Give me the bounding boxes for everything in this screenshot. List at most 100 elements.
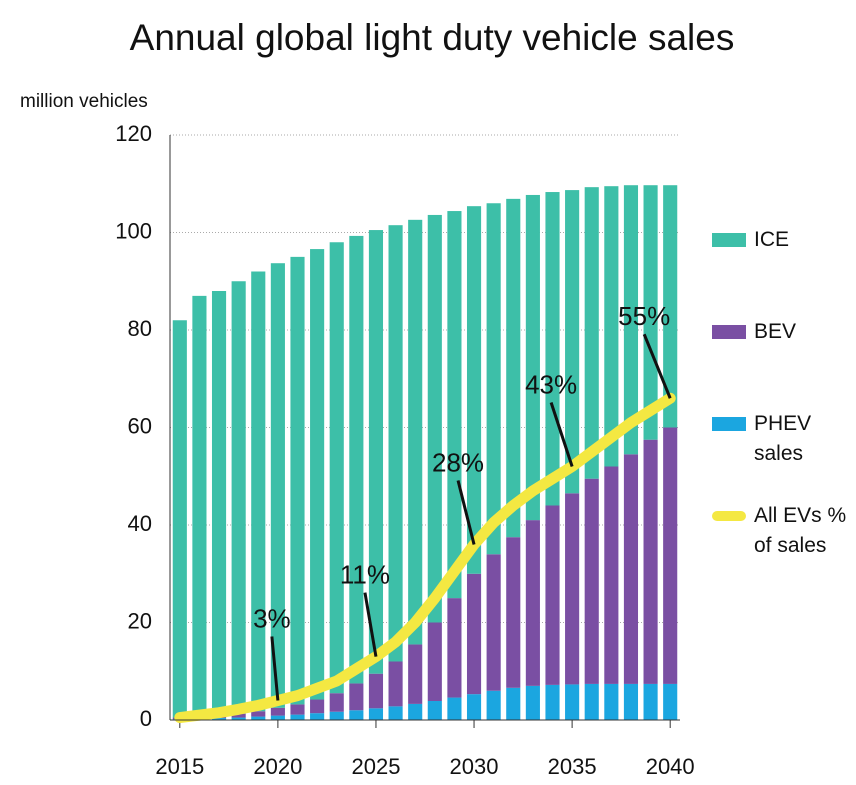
y-tick-label: 60 (128, 413, 152, 438)
bar-segment (525, 685, 540, 720)
x-tick-label: 2030 (450, 754, 499, 779)
bar-segment (447, 211, 462, 599)
bar-segment (310, 699, 325, 714)
y-tick-label: 40 (128, 511, 152, 536)
bar-segment (525, 520, 540, 686)
bar-segment (447, 598, 462, 698)
annotation: 3% (253, 603, 291, 633)
y-tick-label: 120 (115, 121, 152, 146)
bar-segment (368, 708, 384, 720)
bar-segment (427, 700, 442, 720)
bar-segment (408, 219, 423, 645)
annotation: 28% (432, 447, 484, 477)
ev-share-line (174, 392, 676, 724)
bar-segment (565, 190, 580, 494)
bar-segment (506, 198, 521, 538)
bar-segment (211, 291, 227, 716)
x-tick-label: 2020 (253, 754, 302, 779)
bar-segment (565, 493, 580, 685)
bar-segment (270, 715, 285, 720)
bar-segment (623, 454, 639, 684)
bar-segment (447, 697, 462, 720)
y-tick-label: 100 (115, 218, 152, 243)
bar-segment (270, 707, 285, 716)
bar-segment (486, 554, 501, 691)
legend-item: BEV (712, 317, 852, 409)
bar-segment (663, 427, 678, 684)
legend-label: BEV (754, 320, 797, 343)
bar-segment (427, 214, 442, 623)
y-axis-label: million vehicles (20, 91, 148, 112)
bar-segment (388, 706, 403, 720)
bar-segment (643, 683, 658, 720)
x-tick-label: 2040 (646, 754, 695, 779)
bar-segment (408, 644, 423, 704)
x-tick-label: 2035 (548, 754, 597, 779)
bar-segment (251, 716, 266, 720)
bar-segment (408, 703, 423, 720)
legend-swatch (712, 417, 746, 431)
bar-segment (584, 683, 599, 720)
legend-label: ICE (754, 228, 790, 251)
legend-swatch (712, 233, 746, 247)
legend-item: All EVs % of sales (712, 501, 852, 593)
bar-segment (663, 185, 678, 428)
bar-segment (310, 713, 325, 720)
bar-segment (545, 505, 560, 685)
bar-segment (604, 683, 619, 720)
legend-swatch (712, 511, 746, 521)
y-tick-label: 80 (128, 316, 152, 341)
bar-segment (270, 263, 285, 708)
bar-segment (172, 320, 187, 718)
bar-segment (604, 186, 619, 467)
bar-segment (290, 714, 305, 720)
annotation-leader (549, 402, 574, 467)
bar-segment (368, 230, 384, 674)
legend-label: All EVs % of sales (754, 504, 847, 557)
bar-segment (643, 185, 658, 440)
y-tick-label: 0 (140, 706, 152, 731)
bar-segment (290, 256, 305, 705)
bar-segment (584, 478, 599, 684)
bar-segment (466, 206, 482, 574)
bar-segment (643, 439, 658, 684)
bar-segment (349, 710, 364, 720)
bar-segment (525, 194, 540, 521)
bar-segment (349, 683, 364, 711)
bar-segment (231, 281, 246, 714)
bar-segment (486, 690, 501, 720)
bar-segment (388, 225, 403, 662)
annotation-leader (363, 592, 378, 657)
bar-segment (506, 537, 521, 688)
bar-segment (427, 622, 442, 701)
annotation-leader (456, 480, 476, 545)
y-tick-label: 20 (128, 608, 152, 633)
bar-segment (290, 704, 305, 715)
bar-segment (211, 718, 227, 720)
legend-swatch (712, 325, 746, 339)
annotation: 43% (525, 369, 577, 399)
bar-segment (486, 203, 501, 555)
bar-segment (231, 713, 246, 718)
bar-segment (329, 693, 344, 712)
bar-segment (251, 271, 266, 712)
bar-segment (192, 295, 207, 717)
annotation: 55% (618, 301, 670, 331)
bar-segment (604, 466, 619, 684)
bar-segment (623, 185, 639, 455)
legend-item: PHEV sales (712, 409, 852, 501)
legend-label: PHEV sales (754, 412, 812, 465)
bar-segment (251, 711, 266, 717)
bar-segment (565, 684, 580, 720)
legend: ICE BEV PHEV sales All EVs % of sales (712, 225, 852, 593)
bar-segment (329, 242, 344, 694)
bar-segment (329, 711, 344, 720)
bar-segment (545, 192, 560, 506)
bar-segment (466, 573, 482, 695)
bar-segment (623, 683, 639, 720)
bar-segment (663, 683, 678, 720)
legend-item: ICE (712, 225, 852, 317)
bar-segment (584, 187, 599, 479)
